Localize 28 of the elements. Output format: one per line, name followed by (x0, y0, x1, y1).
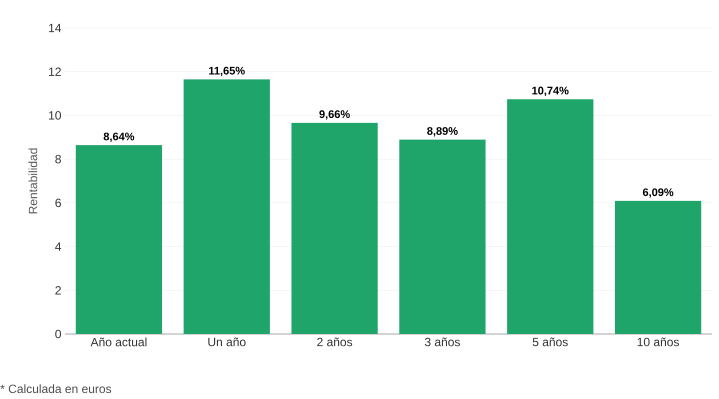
y-tick-label: 8 (55, 154, 61, 164)
text: * Calculada en euros (0, 384, 112, 394)
y-tick-label: 14 (49, 24, 62, 32)
x-tick-label: 2 años (317, 338, 352, 346)
x-tick-label: 10 años (638, 338, 679, 346)
y-tick-label: 6 (55, 198, 61, 208)
bar (614, 200, 702, 334)
data-label: 8,64% (104, 132, 134, 142)
y-tick-label: 0 (55, 330, 62, 338)
x-tick-label: Año actual (90, 338, 146, 346)
data-label: 8,89% (427, 127, 458, 136)
y-tick-label: 12 (49, 68, 61, 76)
bar (399, 140, 486, 334)
y-axis-title: Rentabilidad (28, 148, 38, 214)
y-tick-label: 2 (55, 286, 61, 294)
y-tick-label: 4 (55, 242, 62, 251)
data-label: 6,09% (642, 188, 674, 198)
x-tick-label: 3 años (424, 338, 460, 346)
bar (184, 79, 270, 334)
data-label: 9,66% (319, 110, 350, 120)
x-tick-label: Un año (208, 338, 246, 346)
data-label: 10,74% (532, 86, 569, 96)
bar (76, 145, 162, 334)
bar (507, 99, 594, 334)
y-tick-label: 10 (49, 111, 62, 120)
bar (291, 122, 378, 334)
data-label: 11,65% (209, 66, 245, 76)
x-tick-label: 5 años (532, 338, 568, 346)
